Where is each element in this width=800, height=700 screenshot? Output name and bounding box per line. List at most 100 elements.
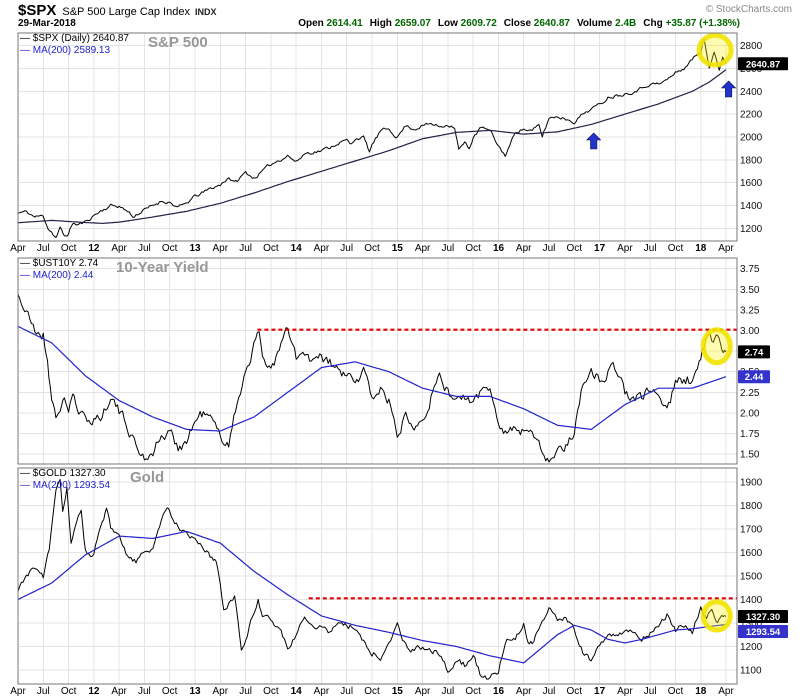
symbol-name: S&P 500 Large Cap Index — [62, 6, 190, 18]
x-axis-label: Jul — [137, 243, 151, 254]
x-axis-label: Jul — [137, 686, 151, 697]
x-axis-label: Apr — [515, 686, 532, 697]
x-axis-label: Jul — [441, 686, 455, 697]
x-axis-label: Oct — [263, 686, 279, 697]
x-axis-label: Jul — [36, 686, 50, 697]
y-tick-label: 2000 — [740, 133, 763, 144]
x-axis-label: Oct — [364, 686, 380, 697]
x-axis-label: Apr — [212, 243, 229, 254]
x-axis-label: Apr — [414, 686, 431, 697]
x-axis-label: Apr — [515, 243, 532, 254]
x-axis-label: Apr — [617, 243, 633, 254]
gold-panel: 1900 1800 1700 1600 1500 1400 1300 1200 1100 1327… — [0, 466, 800, 686]
x-axis-label: Jul — [643, 686, 657, 697]
x-axis-label: Apr — [313, 686, 330, 697]
price-label-box — [738, 610, 788, 623]
y-tick-label: 1.50 — [740, 450, 760, 461]
gold-chart-svg: 1900 1800 1700 1600 1500 1400 1300 1200 1100 1327… — [17, 467, 788, 685]
ust10y-chart-svg: 3.753.503.253.002.752.502.252.001.751.50… — [17, 257, 770, 465]
y-tick-label: 2400 — [740, 87, 763, 98]
y-tick-label: 2200 — [740, 110, 763, 121]
sp500-chart-svg: 2800260024002200200018001600140012002640… — [17, 32, 788, 242]
x-axis-label: Oct — [465, 686, 481, 697]
quote-value: 2614.41 — [323, 18, 363, 29]
x-axis-label: Oct — [465, 243, 481, 254]
x-axis-label: Apr — [212, 686, 229, 697]
x-axis-label: 16 — [492, 686, 505, 697]
x-axis-label: Apr — [718, 686, 734, 697]
legend-entry: — MA(200) 2.44 — [20, 270, 94, 281]
x-axis-labels-bottom: Apr Jul Oct 12 Apr Jul Oct 13 Apr Jul Oct 14 Apr Jul O… — [0, 686, 800, 699]
y-tick-label: 1300 — [740, 619, 763, 630]
x-axis-label: Oct — [364, 243, 380, 254]
x-axis-label: Oct — [667, 243, 684, 254]
x-axis-label: Oct — [60, 243, 77, 254]
price-label-text: 2.44 — [745, 372, 764, 383]
x-axis-label: 14 — [290, 686, 302, 697]
x-axis-label: Jul — [36, 243, 50, 254]
quote-label: Volume — [576, 18, 613, 29]
quote-date: 29-Mar-2018 — [18, 18, 76, 29]
price-label-text: 2640.87 — [746, 59, 780, 70]
highlight-ellipse — [700, 327, 733, 366]
chart-header: $SPX S&P 500 Large Cap Index INDX © StockC… — [0, 0, 800, 31]
quote-value: 2609.72 — [457, 18, 497, 29]
y-tick-label: 1500 — [740, 572, 763, 583]
exchange: INDX — [194, 7, 217, 17]
price-label-box — [738, 57, 788, 71]
x-axis-label: Jul — [239, 686, 252, 697]
x-axis-label: Jul — [239, 243, 252, 254]
ust10y-panel: 3.753.503.253.002.752.502.252.001.751.50… — [0, 256, 800, 466]
x-axis-label: 14 — [290, 243, 302, 254]
quote-label: High — [369, 18, 392, 29]
y-tick-label: 3.00 — [740, 326, 760, 337]
price-label-text: 1327.30 — [746, 612, 780, 623]
y-tick-label: 1200 — [740, 642, 763, 653]
x-axis-label: Oct — [667, 686, 684, 697]
highlight-ellipse — [696, 32, 734, 68]
ust10y-title: 10-Year Yield — [116, 259, 209, 276]
y-tick-label: 1600 — [740, 178, 763, 189]
x-axis-label: Apr — [111, 243, 127, 254]
quote-label: Low — [437, 18, 458, 29]
x-axis-label: Oct — [566, 243, 583, 254]
x-axis-label: Jul — [340, 686, 354, 697]
price-label-box — [738, 370, 770, 384]
y-tick-label: 3.25 — [740, 305, 760, 316]
legend-entry: — $SPX (Daily) 2640.87 — [20, 33, 129, 44]
x-axis-label: 16 — [492, 243, 505, 254]
y-tick-label: 1800 — [740, 501, 763, 512]
legend-entry: — MA(200) 2589.13 — [20, 45, 111, 56]
x-axis-label: 13 — [189, 686, 201, 697]
x-axis-label: Apr — [414, 243, 431, 254]
x-axis-label: Apr — [111, 686, 127, 697]
legend-entry: — MA(200) 1293.54 — [20, 480, 111, 491]
x-axis-label: 17 — [594, 243, 606, 254]
up-arrow-icon — [720, 80, 737, 98]
copyright: © StockCharts.com — [705, 4, 792, 15]
x-axis-label: Jul — [340, 243, 354, 254]
x-axis-label: 12 — [88, 243, 100, 254]
y-tick-label: 1400 — [740, 595, 763, 606]
header-quote-row: 29-Mar-2018 Open 2614.41 High 2659.07 Low … — [0, 18, 800, 31]
x-axis-label: Oct — [161, 686, 178, 697]
x-axis-label: Apr — [718, 243, 734, 254]
y-tick-label: 3.50 — [740, 285, 760, 296]
gold-price-line — [17, 479, 727, 680]
symbol: $SPX — [18, 2, 57, 19]
x-axis-label: 18 — [695, 243, 707, 254]
y-tick-label: 2.00 — [740, 408, 760, 419]
plot-border — [17, 467, 738, 685]
x-axis-label: Oct — [60, 686, 77, 697]
y-tick-label: 1800 — [740, 155, 763, 166]
price-label-text: 2.74 — [745, 347, 764, 358]
y-tick-label: 2.25 — [740, 388, 760, 399]
ust10y-price-line — [17, 293, 727, 463]
gold-ma200-line — [17, 530, 727, 664]
spx-price-line — [17, 38, 727, 239]
legend-entry: — $UST10Y 2.74 — [20, 258, 99, 269]
x-axis-label: Oct — [263, 243, 279, 254]
x-axis-label: Oct — [566, 686, 583, 697]
sp500-title: S&P 500 — [148, 34, 208, 51]
x-axis-label: 15 — [391, 243, 403, 254]
